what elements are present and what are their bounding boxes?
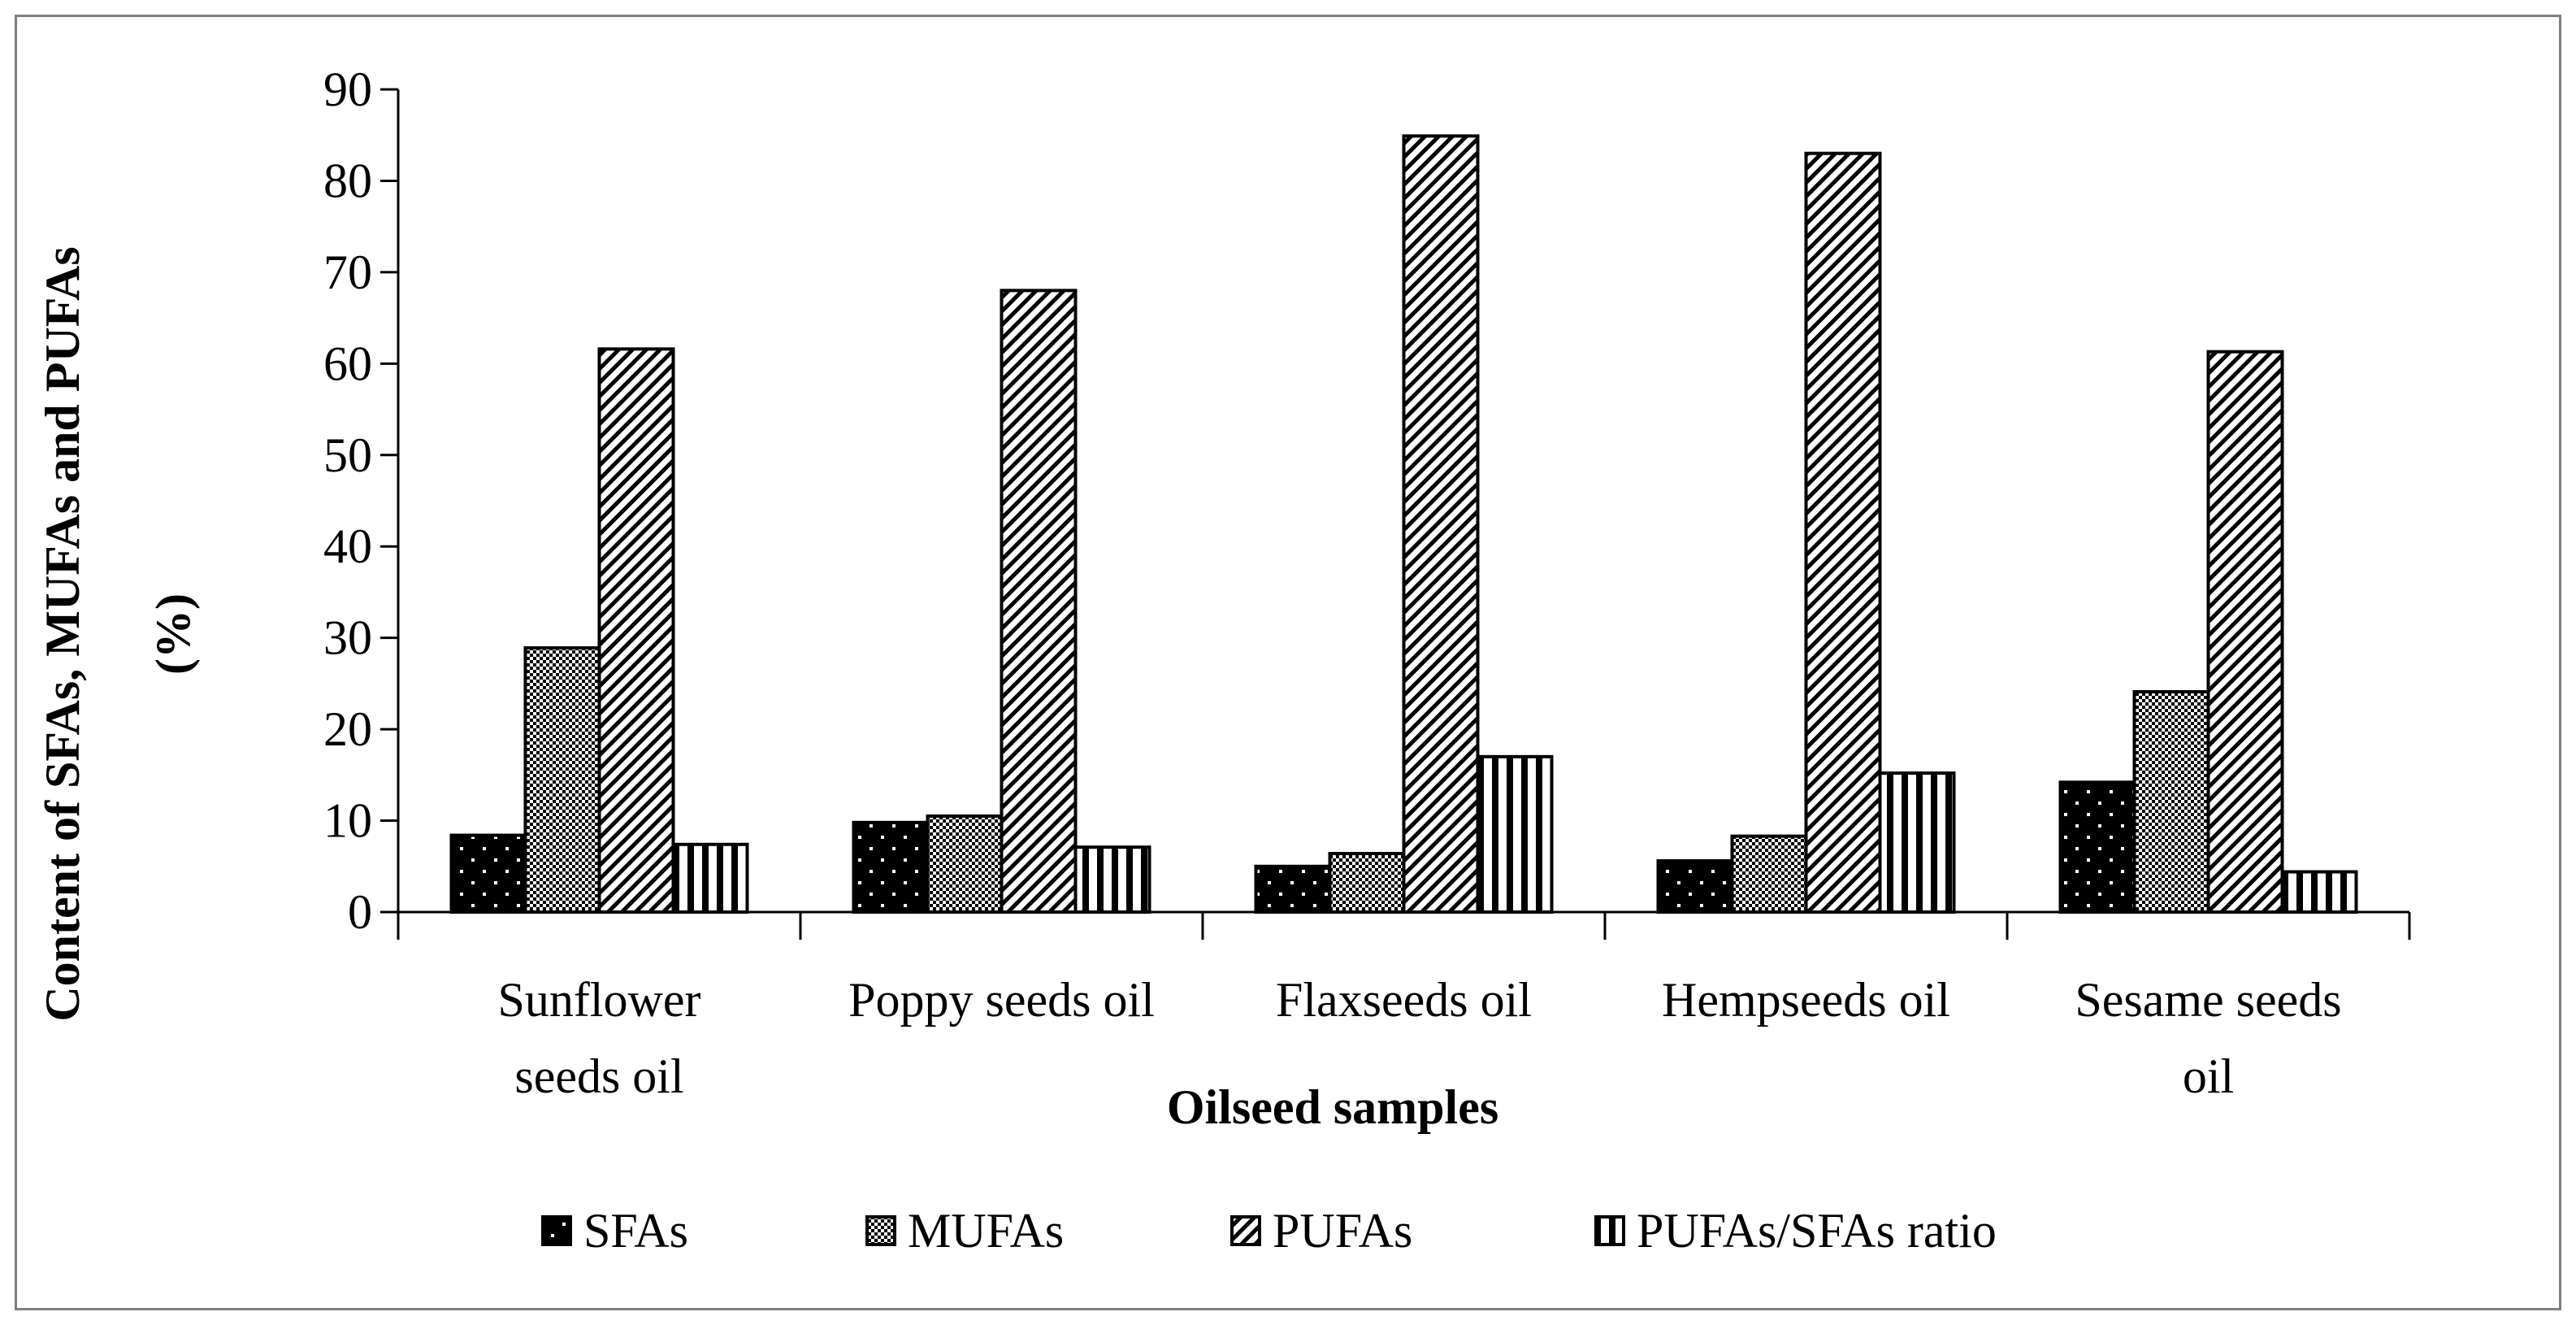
legend-label: PUFAs/SFAs ratio [1637,1204,1997,1258]
y-tick-label: 0 [348,885,372,939]
y-tick-label: 90 [323,63,372,116]
y-tick-label: 80 [323,154,372,207]
chart-frame [15,15,2561,1310]
bars [449,134,2358,914]
bar-pufas-sfas-ratio-5 [2280,870,2358,914]
bar-pufas-sfas-ratio-2 [1073,845,1151,914]
x-category-label: Hempseeds oil [1662,973,1950,1027]
bar-mufas-5 [2132,690,2210,914]
axes [397,89,2411,940]
y-axis-label-line2: (%) [146,593,200,675]
bar-mufas-4 [1730,834,1808,914]
bar-sfas-3 [1254,864,1332,914]
y-tick-label: 40 [323,519,372,573]
y-tick-label: 50 [323,428,372,482]
legend-label: SFAs [583,1204,688,1258]
y-axis-label-line1: Content of SFAs, MUFAs and PUFAs [36,246,89,1021]
bar-pufas-2 [1000,289,1078,914]
bar-mufas-1 [523,646,601,914]
legend-swatch-mufas [865,1215,896,1246]
x-category-label: seeds oil [514,1049,683,1103]
y-tick-label: 30 [323,611,372,665]
bar-pufas-4 [1804,151,1882,914]
bar-mufas-2 [926,814,1004,914]
bar-sfas-1 [449,833,527,914]
x-axis-label: Oilseed samples [1167,1080,1498,1134]
bar-pufas-1 [597,347,675,914]
y-tick-label: 70 [323,245,372,299]
bar-sfas-5 [2058,780,2136,914]
y-tick-label: 20 [323,702,372,756]
y-tick-label: 60 [323,337,372,390]
bar-pufas-sfas-ratio-4 [1878,771,1956,914]
y-axis-ticks: 0 10 20 30 40 50 60 70 80 90 [323,63,398,939]
y-tick-label: 10 [323,794,372,848]
bar-pufas-3 [1402,134,1480,914]
bar-pufas-5 [2206,350,2284,914]
bar-pufas-sfas-ratio-3 [1476,754,1554,914]
bar-mufas-3 [1328,852,1406,914]
legend-label: MUFAs [908,1204,1064,1258]
legend-swatch-sfas [541,1215,572,1246]
bar-pufas-sfas-ratio-1 [671,842,749,914]
legend-label: PUFAs [1273,1204,1412,1258]
bar-sfas-4 [1656,859,1734,914]
x-category-label: Sesame seeds [2075,973,2341,1027]
legend-swatch-pufas-sfas-ratio [1594,1215,1625,1246]
x-category-label: Poppy seeds oil [848,973,1155,1027]
legend-swatch-pufas [1230,1215,1261,1246]
legend: SFAs MUFAs PUFAs PUFAs/SFAs ratio [541,1204,1997,1258]
x-axis-category-labels: Sunflower seeds oil Poppy seeds oil Flaxsee… [498,973,2342,1103]
bar-sfas-2 [852,820,930,914]
x-category-label: Flaxseeds oil [1276,973,1532,1027]
x-category-label: oil [2183,1049,2234,1103]
x-category-label: Sunflower [498,973,701,1027]
